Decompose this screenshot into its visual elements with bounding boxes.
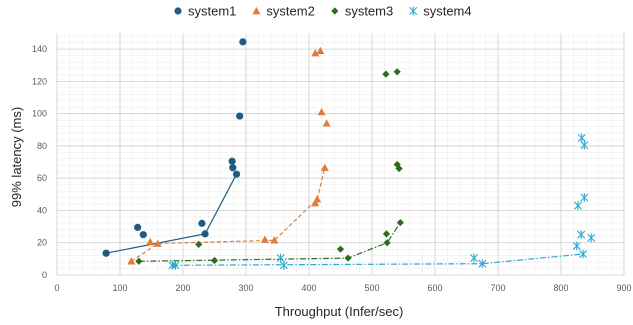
y-tick-label: 140	[32, 44, 47, 54]
y-tick-label: 40	[37, 205, 47, 215]
y-tick-label: 120	[32, 76, 47, 86]
series-lines	[105, 167, 584, 266]
point-system4	[470, 253, 479, 263]
point-system1	[198, 219, 206, 227]
minor-gridlines	[56, 33, 625, 276]
legend-label-system4: system4	[423, 4, 471, 19]
legend-label-system2: system2	[266, 4, 314, 19]
point-system3	[382, 230, 391, 238]
point-system3	[195, 240, 203, 248]
x-tick-label: 800	[553, 283, 568, 293]
point-system4	[579, 249, 588, 259]
point-system4	[580, 193, 589, 202]
point-system2	[127, 257, 136, 265]
legend-marker-system3	[331, 7, 339, 15]
point-system3	[396, 218, 404, 227]
x-tick-label: 900	[616, 283, 631, 293]
x-axis-label: Throughput (Infer/sec)	[275, 304, 404, 319]
y-tick-label: 0	[42, 270, 47, 280]
legend-marker-system2	[252, 7, 261, 15]
point-system1	[229, 164, 237, 172]
point-system1	[139, 231, 147, 239]
x-tick-label: 200	[175, 283, 190, 293]
y-tick-label: 100	[32, 109, 47, 119]
point-system3	[393, 68, 401, 76]
x-tick-label: 700	[490, 283, 505, 293]
legend-label-system3: system3	[345, 4, 393, 19]
y-tick-label: 80	[37, 141, 47, 151]
x-tick-labels: 0 100 200 300 400 500 600 700 800 900	[54, 283, 631, 293]
point-system1	[201, 230, 209, 238]
point-system3	[336, 245, 345, 253]
major-gridlines	[56, 33, 625, 276]
point-system3	[382, 70, 390, 78]
point-system4	[580, 140, 589, 150]
point-system1	[236, 112, 244, 120]
legend-label-system1: system1	[188, 4, 236, 19]
point-system2	[316, 46, 325, 54]
point-system4	[276, 253, 285, 263]
point-system1	[134, 223, 142, 232]
x-tick-label: 500	[364, 283, 379, 293]
point-system2	[260, 235, 269, 243]
point-system1	[102, 249, 110, 257]
point-system4	[572, 241, 581, 251]
point-system2	[320, 163, 329, 171]
point-system3	[135, 257, 143, 265]
line-system2	[130, 167, 326, 262]
y-tick-label: 60	[37, 173, 47, 183]
x-tick-label: 600	[427, 283, 442, 293]
point-system1	[228, 157, 236, 165]
x-tick-label: 100	[112, 283, 127, 293]
point-system4	[574, 201, 582, 211]
point-system4	[171, 260, 180, 270]
x-tick-label: 0	[54, 283, 59, 293]
y-tick-label: 20	[37, 238, 47, 248]
point-system3	[395, 164, 403, 173]
point-system2	[317, 108, 326, 116]
legend-marker-system4	[409, 6, 418, 16]
x-tick-label: 400	[301, 283, 316, 293]
point-system2	[322, 119, 331, 127]
x-tick-label: 300	[238, 283, 253, 293]
legend-marker-system1	[174, 7, 182, 15]
point-system3	[344, 254, 352, 262]
legend: system1 system2 system3 system4	[174, 4, 472, 19]
point-system4	[587, 233, 596, 243]
point-system4	[577, 230, 586, 240]
point-system2	[311, 49, 320, 57]
point-system2	[313, 195, 322, 203]
series-points	[102, 38, 596, 270]
point-system2	[146, 237, 155, 246]
point-system3	[383, 239, 391, 247]
y-axis-label: 99% latency (ms)	[9, 107, 24, 207]
line-system3	[138, 222, 401, 262]
point-system1	[232, 170, 241, 178]
point-system1	[239, 38, 247, 46]
point-system4	[577, 133, 586, 143]
point-system2	[153, 239, 162, 247]
y-tick-labels: 0 20 40 60 80 100 120 140	[32, 44, 47, 280]
point-system2	[311, 199, 320, 207]
point-system4	[478, 259, 487, 269]
point-system2	[270, 236, 279, 244]
point-system3	[210, 256, 219, 265]
point-system4	[279, 260, 288, 270]
